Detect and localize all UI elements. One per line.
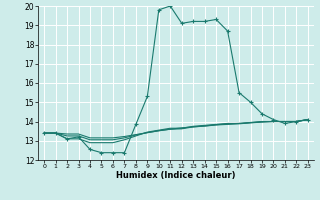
X-axis label: Humidex (Indice chaleur): Humidex (Indice chaleur) xyxy=(116,171,236,180)
